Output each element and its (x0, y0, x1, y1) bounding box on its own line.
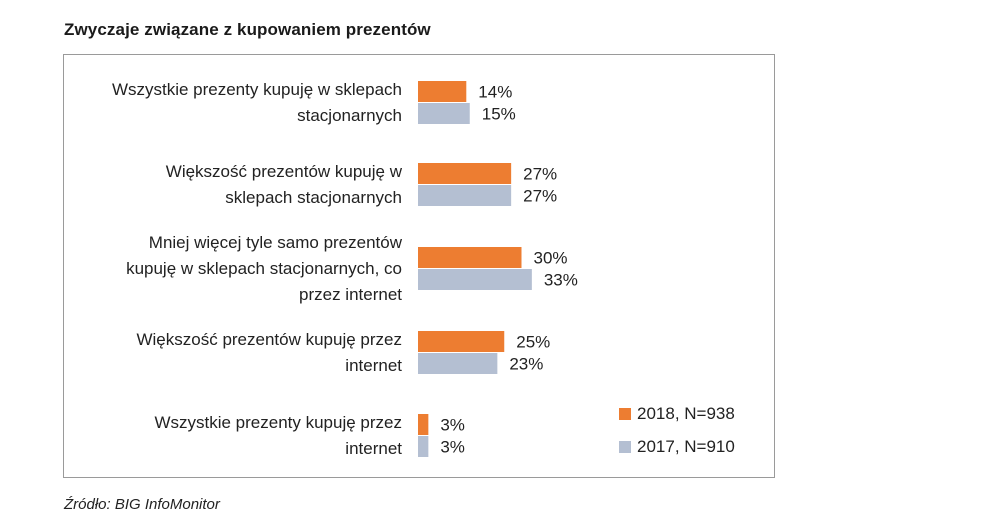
source-note: Źródło: BIG InfoMonitor (64, 496, 220, 513)
category-label-line: internet (345, 439, 402, 458)
bar-2018 (418, 81, 467, 102)
data-label: 23% (509, 355, 543, 374)
category-label-line: stacjonarnych (297, 106, 402, 125)
legend-label: 2018, N=938 (637, 404, 735, 423)
bar-2018 (418, 163, 512, 184)
chart-title: Zwyczaje związane z kupowaniem prezentów (64, 20, 431, 39)
category-label: Wszystkie prezenty kupuję w sklepach stac… (82, 77, 402, 129)
category-label-line: kupuję w sklepach stacjonarnych, co (126, 259, 402, 278)
data-label: 3% (440, 438, 465, 457)
legend-swatch (619, 441, 631, 453)
category-label-line: sklepach stacjonarnych (225, 188, 402, 207)
data-label: 30% (534, 249, 568, 268)
category-label-line: przez internet (299, 285, 402, 304)
category-label-line: internet (345, 356, 402, 375)
bar-2017 (418, 103, 470, 124)
category-label: Większość prezentów kupuję w sklepach sta… (82, 159, 402, 211)
data-label: 15% (482, 105, 516, 124)
bar-2017 (418, 185, 512, 206)
data-label: 27% (523, 165, 557, 184)
category-label-line: Wszystkie prezenty kupuję w sklepach (111, 80, 402, 99)
category-label-line: Wszystkie prezenty kupuję przez (154, 413, 402, 432)
data-label: 27% (523, 187, 557, 206)
data-label: 25% (516, 333, 550, 352)
bar-2017 (418, 436, 429, 457)
category-label: Mniej więcej tyle samo prezentów kupuję w… (82, 230, 402, 308)
bar-2018 (418, 414, 429, 435)
data-label: 14% (478, 83, 512, 102)
category-label-line: Większość prezentów kupuję w (165, 162, 402, 181)
category-label-line: Większość prezentów kupuję przez (136, 330, 402, 349)
category-label: Większość prezentów kupuję przez internet (82, 327, 402, 379)
bar-2018 (418, 331, 505, 352)
category-label-line: Mniej więcej tyle samo prezentów (148, 233, 402, 252)
legend-swatch (619, 408, 631, 420)
bar-2017 (418, 269, 532, 290)
data-label: 3% (440, 416, 465, 435)
bar-2017 (418, 353, 498, 374)
category-label: Wszystkie prezenty kupuję przez internet (82, 410, 402, 462)
data-label: 33% (544, 271, 578, 290)
legend-label: 2017, N=910 (637, 437, 735, 456)
bar-2018 (418, 247, 522, 268)
